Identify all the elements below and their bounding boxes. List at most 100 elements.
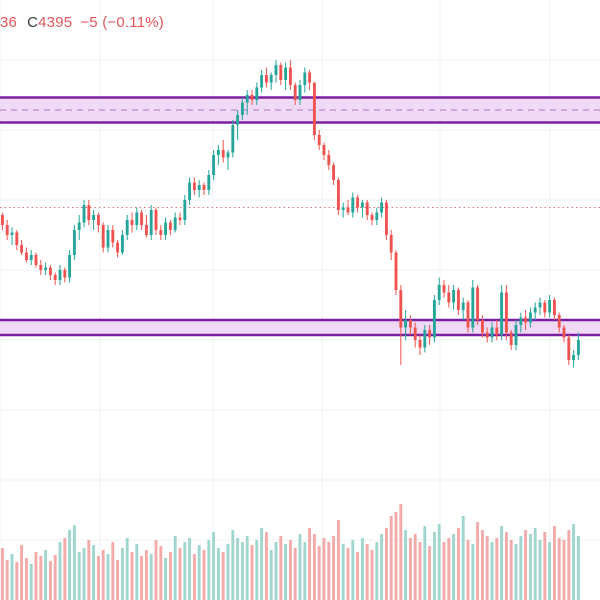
candle-body — [538, 302, 542, 308]
volume-bar — [543, 532, 547, 600]
candle — [370, 212, 374, 225]
candle — [164, 217, 168, 240]
volume-bar — [384, 528, 388, 600]
volume-bar — [24, 558, 28, 600]
candle-body — [221, 150, 225, 158]
candle — [413, 322, 417, 348]
candle-body — [96, 215, 100, 225]
volume-bar — [495, 538, 499, 600]
candle-body — [39, 265, 43, 270]
candle — [197, 180, 201, 198]
candle-body — [269, 75, 273, 83]
volume-bar — [48, 561, 52, 600]
volume-bar — [164, 558, 168, 600]
candle — [317, 130, 321, 150]
volume-bar — [504, 532, 508, 600]
candle-body — [423, 330, 427, 348]
candle — [308, 70, 312, 90]
candle — [341, 202, 345, 218]
candle — [495, 320, 499, 340]
candle-body — [116, 242, 120, 253]
volume-bar — [5, 560, 9, 600]
candle-body — [5, 225, 9, 235]
candle-body — [125, 220, 129, 235]
candle-body — [524, 317, 528, 323]
volume-bar — [380, 534, 384, 600]
volume-bar — [130, 552, 134, 600]
volume-bar — [240, 542, 244, 600]
candle — [528, 307, 532, 328]
volume-bar — [356, 552, 360, 600]
volume-bar — [500, 526, 504, 600]
candle-body — [154, 210, 158, 230]
volume-bar — [207, 540, 211, 600]
candle-body — [173, 217, 177, 230]
candle — [96, 212, 100, 233]
candle-body — [490, 327, 494, 338]
candle-body — [298, 85, 302, 100]
candle-body — [447, 292, 451, 303]
candle — [236, 110, 240, 140]
candle — [82, 200, 86, 228]
candle-body — [418, 340, 422, 348]
candle — [519, 312, 523, 333]
candle-body — [351, 197, 355, 213]
candle-body — [183, 200, 187, 220]
volume-bar — [533, 528, 537, 600]
volume-bar — [351, 540, 355, 600]
volume-bar — [399, 504, 403, 600]
candle — [336, 177, 340, 215]
candle — [264, 67, 268, 88]
candle — [476, 285, 480, 325]
candle-body — [192, 182, 196, 190]
volume-bar — [111, 542, 115, 600]
candle-body — [63, 270, 67, 278]
volume-bar — [72, 525, 76, 600]
candle — [384, 200, 388, 240]
volume-bar — [260, 528, 264, 600]
volume-bar — [44, 550, 48, 600]
candle-body — [53, 275, 57, 280]
candle-body — [159, 230, 163, 235]
volume-bar — [149, 554, 153, 600]
candle-body — [317, 135, 321, 145]
candle — [572, 350, 576, 368]
candle — [543, 300, 547, 318]
candle-body — [552, 300, 556, 315]
candle-body — [471, 287, 475, 328]
volume-bar — [557, 538, 561, 600]
candle-body — [15, 232, 19, 245]
candle — [552, 297, 556, 320]
volume-bar — [317, 546, 321, 600]
candle — [557, 312, 561, 333]
candle — [101, 222, 105, 253]
volume-bar — [576, 536, 580, 600]
volume-bar — [562, 540, 566, 600]
volume-bar — [144, 550, 148, 600]
candle-body — [495, 327, 499, 335]
candle-body — [456, 290, 460, 310]
candle-body — [476, 287, 480, 320]
candle-body — [250, 95, 254, 100]
volume-bar — [428, 546, 432, 600]
candle-body — [29, 255, 33, 260]
legend-change-pct: (−0.11%) — [102, 14, 164, 31]
volume-bar — [485, 536, 489, 600]
candle — [375, 207, 379, 225]
volume-bar — [341, 544, 345, 600]
candle-body — [207, 175, 211, 190]
candle — [408, 315, 412, 335]
candle — [15, 230, 19, 250]
candle-body — [485, 332, 489, 338]
candle-body — [380, 202, 384, 213]
volume-bar — [404, 530, 408, 600]
candle — [576, 332, 580, 360]
candle-body — [437, 285, 441, 300]
candle — [29, 250, 33, 265]
volume-bar — [346, 548, 350, 600]
candle — [178, 212, 182, 225]
candle-body — [87, 205, 91, 220]
candle — [380, 197, 384, 218]
candle-body — [44, 267, 48, 270]
